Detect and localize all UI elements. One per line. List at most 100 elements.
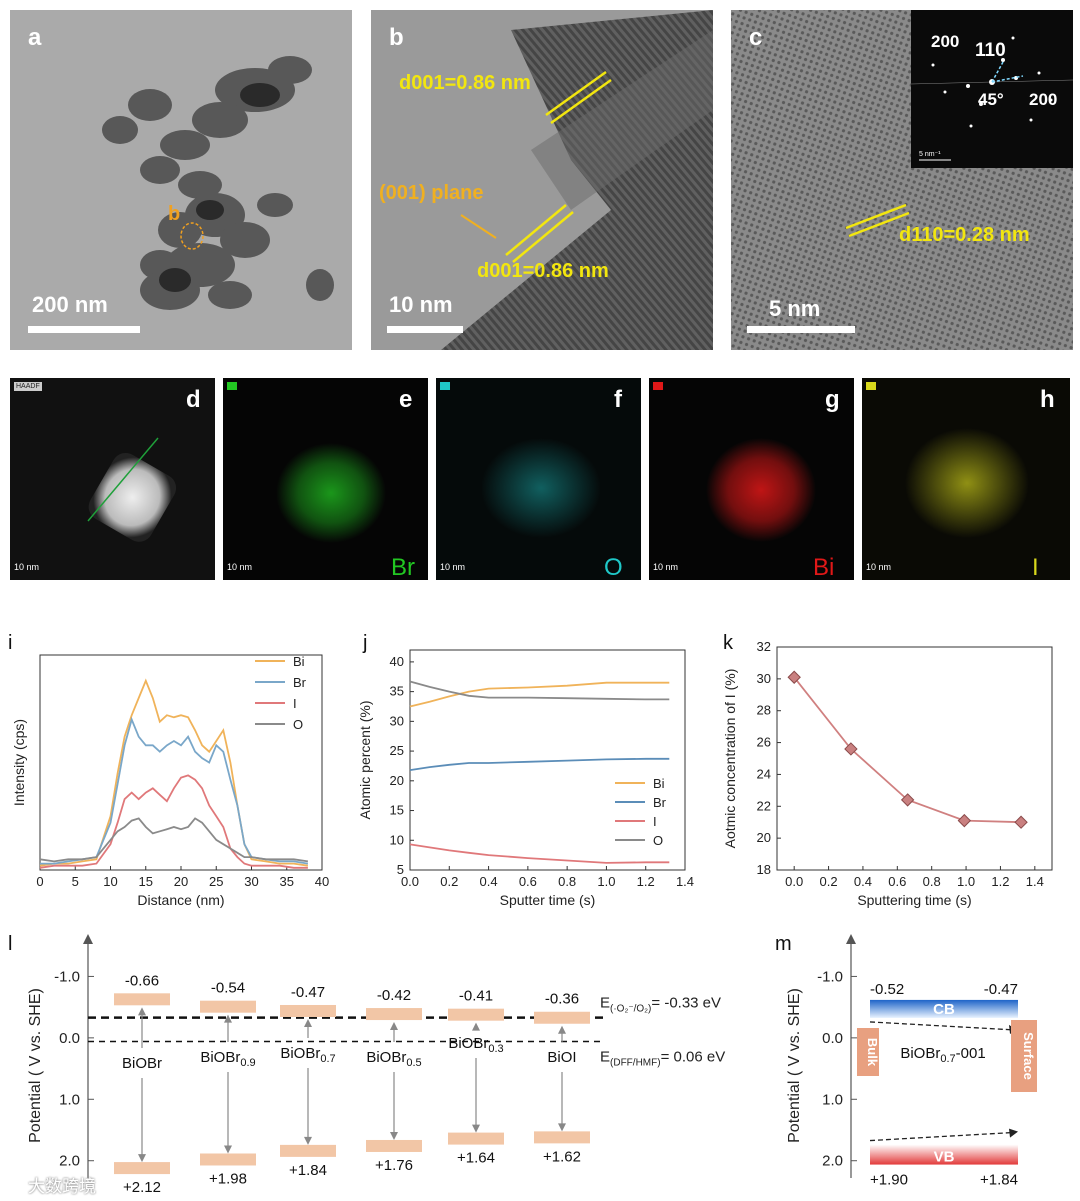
panel-d-haadf: HAADF d 10 nm — [10, 378, 215, 580]
surface-box — [1011, 1020, 1037, 1092]
saed-scale: 5 nm⁻¹ — [919, 151, 941, 158]
y-tick-label: 30 — [390, 713, 404, 728]
cb-band — [870, 999, 1018, 1018]
panel-g-bi-map: g Bi 10 nm — [649, 378, 854, 581]
plot-frame — [409, 649, 686, 871]
data-point — [1014, 815, 1028, 829]
plane-label-b: (001) plane — [379, 182, 484, 204]
x-tick-label: 1.4 — [1026, 874, 1044, 889]
arrow-head — [304, 1018, 312, 1027]
panel-label-a: a — [28, 24, 42, 51]
data-point — [787, 670, 801, 684]
legend-label-bi: Bi — [293, 654, 305, 669]
legend-label-i: I — [653, 814, 657, 829]
data-point — [957, 813, 972, 828]
element-label-o: O — [604, 554, 623, 581]
panel-c-tem: 200 110 200 45° 5 nm⁻¹ c d110=0.28 nm 5 … — [731, 10, 1073, 350]
plot-frame — [776, 646, 1053, 871]
cb-left-value: -0.52 — [870, 981, 904, 998]
y-tick-label: 20 — [390, 773, 404, 788]
haadf-tag: HAADF — [14, 382, 42, 391]
element-label-br: Br — [391, 554, 415, 581]
vb-value: +1.98 — [209, 1170, 247, 1187]
material-label: BiOBr — [122, 1055, 162, 1072]
panel-label: j — [362, 632, 367, 654]
y-axis-arrow — [83, 934, 93, 944]
arrow-head — [558, 1123, 566, 1132]
y-tick-label: 32 — [757, 639, 771, 654]
panel-label-b: b — [389, 24, 404, 51]
x-axis-title: Distance (nm) — [137, 892, 224, 908]
y-tick-label: 20 — [757, 830, 771, 845]
legend-label-o: O — [653, 833, 663, 848]
series-line-bi — [409, 681, 670, 708]
x-tick-label: 0.0 — [785, 874, 803, 889]
arrow-head — [138, 1154, 146, 1163]
legend-label-bi: Bi — [653, 776, 665, 791]
x-tick-label: 1.0 — [597, 874, 615, 889]
x-tick-label: 0.2 — [440, 874, 458, 889]
panel-a-marker: b — [168, 203, 181, 225]
y-tick-label: 2.0 — [59, 1153, 80, 1170]
eds-map-br — [223, 378, 428, 580]
arrow-head — [558, 1025, 566, 1034]
x-tick-label: 35 — [280, 874, 294, 889]
x-tick-label: 0.0 — [401, 874, 419, 889]
cb-value: -0.36 — [545, 991, 579, 1008]
arrow-head — [390, 1022, 398, 1031]
chart-i-line-profile: 0 5 10 15 20 25 30 35 40 Distance (nm) Intensity (… — [8, 632, 329, 908]
x-tick-label: 0.4 — [854, 874, 872, 889]
scalebar-d-label: 10 nm — [14, 562, 40, 572]
y-tick-label: 25 — [390, 743, 404, 758]
data-point — [900, 793, 915, 807]
chart-m-band-bending: -1.0 0.0 1.0 2.0 Potential ( V vs. SHE) m CB -0… — [775, 933, 1037, 1189]
y-axis-title: Potential ( V vs. SHE) — [786, 988, 803, 1143]
chart-k-iodine-concentration: 0.0 0.2 0.4 0.6 0.8 1.0 1.2 1.4 18 20 22 24 26 28 30 32… — [722, 632, 1053, 908]
data-point — [844, 742, 858, 756]
y-tick-label: 1.0 — [822, 1091, 843, 1108]
ref-line-label: E(DFF/HMF)= 0.06 eV — [600, 1049, 725, 1069]
cb-value: -0.41 — [459, 988, 493, 1005]
series-line-i — [409, 843, 670, 864]
y-tick-label: 2.0 — [822, 1153, 843, 1170]
cb-band — [534, 1011, 590, 1024]
x-tick-label: 15 — [139, 874, 153, 889]
cb-value: -0.66 — [125, 972, 159, 989]
x-tick-label: 0.8 — [558, 874, 576, 889]
y-axis-title: Aotmic concentration of I (%) — [722, 669, 738, 849]
cb-trend-arrow — [869, 1021, 1015, 1031]
haadf-image — [10, 378, 215, 580]
chart-l-band-positions: -1.0 0.0 1.0 2.0 Potential ( V vs. SHE) l E(·O… — [8, 933, 725, 1196]
arrow-head — [390, 1131, 398, 1140]
arrow-head — [472, 1022, 480, 1031]
panel-b-tem: b d001=0.86 nm (001) plane d001=0.86 nm … — [371, 10, 713, 350]
panel-label-h: h — [1040, 386, 1055, 413]
scalebar-c-label: 5 nm — [769, 296, 821, 321]
eds-color-chip-o — [440, 382, 450, 390]
vb-value: +1.84 — [289, 1162, 327, 1179]
y-tick-label: 1.0 — [59, 1091, 80, 1108]
material-label: BiOBr0.7-001 — [900, 1045, 985, 1065]
y-tick-label: 5 — [397, 862, 404, 877]
x-tick-label: 25 — [209, 874, 223, 889]
cb-band — [448, 1008, 504, 1021]
y-tick-label: 22 — [757, 798, 771, 813]
x-tick-label: 5 — [72, 874, 79, 889]
eds-map-bi — [649, 378, 854, 580]
x-tick-label: 0.4 — [480, 874, 498, 889]
panel-h-i-map: h I 10 nm — [862, 378, 1070, 581]
y-axis-title: Atomic percent (%) — [357, 700, 373, 819]
material-label: BiOBr0.9 — [200, 1049, 255, 1069]
vb-band — [448, 1132, 504, 1145]
series-line-i — [39, 774, 308, 869]
x-tick-label: 20 — [174, 874, 188, 889]
vb-band — [870, 1144, 1018, 1165]
scalebar-b — [387, 326, 463, 333]
panel-label-g: g — [825, 386, 840, 413]
scalebar-b-label: 10 nm — [389, 292, 453, 317]
x-tick-label: 10 — [103, 874, 117, 889]
y-axis-title: Intensity (cps) — [11, 719, 27, 806]
panel-label: m — [775, 933, 792, 955]
cb-band — [366, 1008, 422, 1021]
y-tick-label: 15 — [390, 803, 404, 818]
